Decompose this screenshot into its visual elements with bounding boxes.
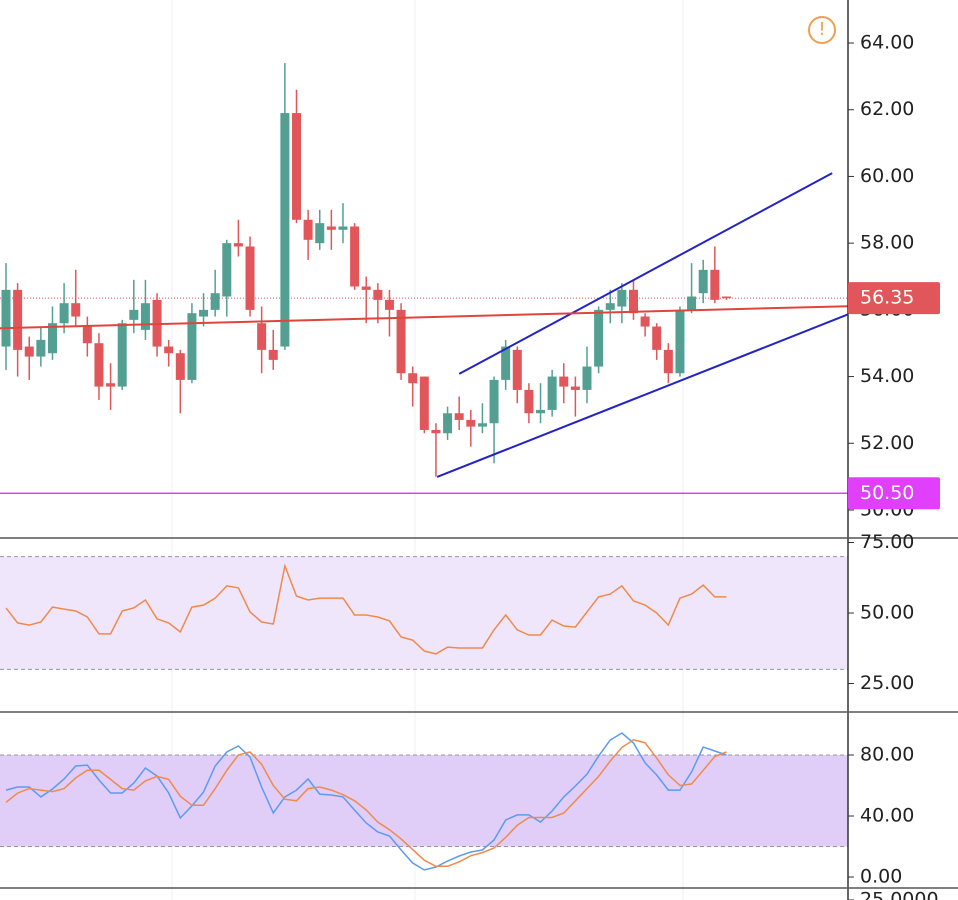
candle-body — [617, 289, 627, 307]
candle-body — [175, 353, 185, 380]
candle-body — [466, 419, 476, 427]
candle-body — [303, 219, 313, 240]
y-tick-label: 50.00 — [860, 602, 914, 624]
candle-body — [489, 379, 499, 424]
y-tick-label: 25.00 — [860, 672, 914, 694]
axis-background — [848, 0, 958, 900]
candle-body — [233, 243, 243, 247]
candle-body — [605, 303, 615, 310]
candle-body — [326, 226, 336, 230]
candle-body — [106, 383, 116, 387]
y-tick-label: 80.00 — [860, 744, 914, 766]
alert-icon[interactable] — [808, 16, 836, 44]
candle-body — [570, 386, 580, 390]
candle-body — [71, 303, 81, 317]
y-tick-label: 25.0000 — [860, 889, 939, 900]
candle-body — [721, 296, 731, 299]
candle-body — [82, 326, 92, 344]
y-tick-label: 75.00 — [860, 531, 914, 553]
y-tick-label: 0.00 — [860, 866, 902, 888]
candle-body — [443, 413, 453, 434]
candle-body — [129, 309, 139, 320]
trendline — [458, 172, 833, 375]
candle-body — [628, 289, 638, 314]
candle-body — [1, 289, 11, 347]
last-price-label: 56.35 — [860, 287, 914, 309]
candle-body — [36, 339, 46, 357]
candle-body — [384, 299, 394, 310]
y-tick-label: 54.00 — [860, 365, 914, 387]
candle-body — [396, 309, 406, 374]
trendline — [436, 313, 849, 478]
hline-label: 50.50 — [860, 482, 914, 504]
candle-body — [199, 309, 209, 317]
candle-body — [675, 309, 685, 374]
overlay: ! — [808, 16, 836, 44]
candle-body — [640, 316, 650, 327]
alert-icon-text: ! — [818, 19, 825, 40]
hline-box — [848, 477, 940, 510]
y-tick-label: 40.00 — [860, 805, 914, 827]
candle-body — [280, 113, 290, 347]
band — [0, 755, 848, 847]
candle-body — [292, 113, 301, 220]
candle-body — [419, 376, 429, 430]
candle-body — [24, 346, 34, 357]
candle-body — [164, 346, 174, 354]
candle-body — [512, 349, 522, 390]
candle-body — [47, 323, 57, 354]
candle-body — [710, 269, 720, 300]
candle-body — [652, 326, 662, 350]
candle-body — [94, 343, 104, 387]
candle-body — [477, 423, 487, 427]
candle-body — [187, 313, 197, 380]
candle-body — [582, 366, 592, 390]
candle-body — [698, 269, 708, 294]
candle-body — [536, 409, 546, 414]
candle-body — [315, 223, 325, 244]
y-tick-label: 62.00 — [860, 98, 914, 120]
candle-body — [431, 429, 441, 434]
candle-body — [268, 349, 278, 360]
candle-body — [13, 289, 23, 350]
indicator-line — [5, 738, 727, 868]
y-tick-label: 58.00 — [860, 232, 914, 254]
candle-body — [222, 243, 232, 297]
candle-body — [501, 346, 511, 380]
candle-body — [59, 303, 69, 324]
band — [0, 556, 848, 670]
candle-body — [140, 303, 150, 330]
candle-body — [117, 323, 127, 387]
indicator-line — [5, 563, 727, 655]
candle-body — [361, 286, 371, 290]
plot-area — [0, 0, 849, 900]
candle-body — [373, 289, 383, 300]
candle-body — [559, 376, 569, 387]
y-tick-label: 64.00 — [860, 32, 914, 54]
y-tick-label: 60.00 — [860, 165, 914, 187]
candle-body — [454, 413, 464, 420]
candle-body — [257, 323, 267, 350]
candle-body — [594, 309, 604, 367]
candle-body — [210, 293, 220, 310]
trendline — [0, 305, 849, 330]
candle-body — [338, 226, 348, 230]
candle-body — [408, 373, 418, 384]
candle-body — [687, 296, 697, 310]
candle-body — [524, 389, 534, 414]
y-tick-label: 52.00 — [860, 432, 914, 454]
candle-body — [350, 226, 360, 287]
last-price-box — [848, 282, 940, 315]
candle-body — [663, 349, 673, 374]
candle-body — [245, 246, 255, 310]
candle-body — [547, 376, 557, 410]
